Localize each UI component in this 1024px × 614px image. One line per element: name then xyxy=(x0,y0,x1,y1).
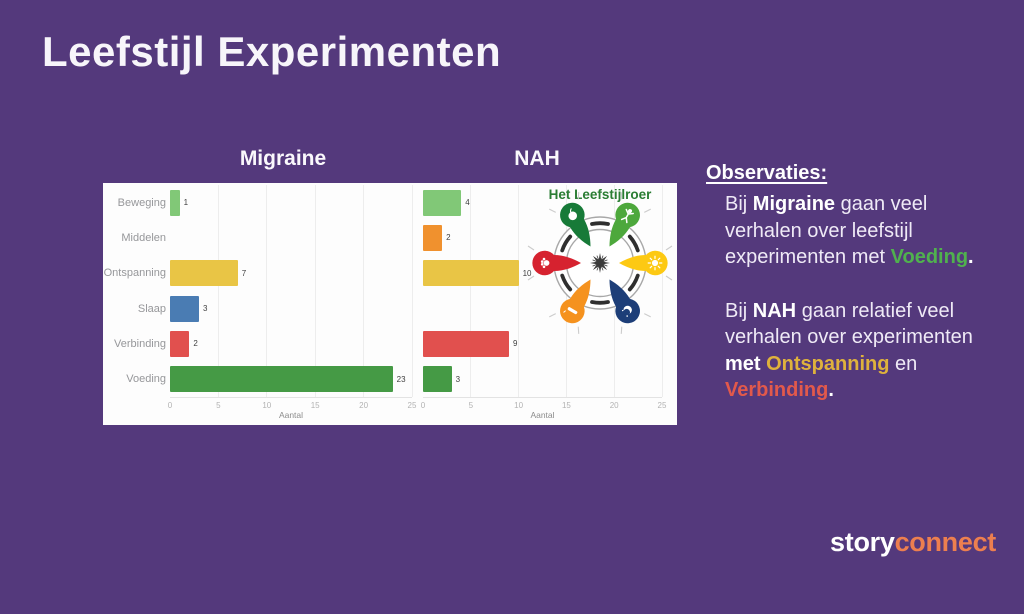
x-tick: 0 xyxy=(167,401,173,410)
spoke-beweging xyxy=(609,192,651,247)
bar-value: 9 xyxy=(513,339,518,349)
bar-row: 2 xyxy=(170,326,412,361)
category-label: Middelen xyxy=(121,231,166,244)
category-label: Beweging xyxy=(117,196,166,209)
bar-ontspanning xyxy=(423,260,519,287)
bar-row: 10 xyxy=(423,256,662,291)
bar-value: 4 xyxy=(465,198,470,208)
exercise-person-icon xyxy=(620,208,634,224)
highlight-verbinding: Verbinding xyxy=(725,379,829,401)
wheel-label-marks xyxy=(560,221,640,305)
x-tick: 5 xyxy=(468,401,474,410)
bar-slaap xyxy=(170,295,200,322)
bar-value: 3 xyxy=(203,304,208,314)
hand-icon xyxy=(540,257,550,269)
bar-value: 2 xyxy=(193,339,198,349)
spoke-verbinding xyxy=(527,245,581,281)
category-label: Verbinding xyxy=(114,337,166,350)
bar-row: 9 xyxy=(423,326,662,361)
spoke-ontspanning xyxy=(619,245,673,281)
bar-row: 1 xyxy=(170,185,412,220)
bar-value: 7 xyxy=(241,268,247,278)
bar-row: 23 xyxy=(170,362,412,397)
observation-nah: Bij NAH gaan relatief veel verhalen over… xyxy=(725,299,973,402)
bar-row xyxy=(170,220,412,255)
leefstijlroer: Het Leefstijlroer xyxy=(511,183,689,335)
bar-row: 7 xyxy=(170,256,412,291)
apple-icon xyxy=(568,208,578,221)
x-tick: 10 xyxy=(514,401,524,410)
bar-rows: 1 7 3 2 23 xyxy=(170,185,412,397)
x-tick: 15 xyxy=(561,401,571,410)
bar-row: 3 xyxy=(423,362,662,397)
x-tick: 25 xyxy=(407,401,417,410)
gridline xyxy=(314,185,316,397)
gridline xyxy=(470,185,472,397)
page-title: Leefstijl Experimenten xyxy=(42,28,502,75)
category-labels: Beweging Middelen Ontspanning Slaap Verbindi… xyxy=(103,185,166,397)
bar-row: 2 xyxy=(423,220,662,255)
x-axis-migraine: 0 5 10 15 20 25 xyxy=(167,397,416,412)
bar-value: 10 xyxy=(522,268,532,278)
chart-title-migraine: Migraine xyxy=(239,147,327,170)
gridline xyxy=(217,185,219,397)
x-tick: 25 xyxy=(657,401,667,410)
charts-panel: Beweging Middelen Ontspanning Slaap Verbindi… xyxy=(103,183,677,425)
bar-voeding xyxy=(170,366,393,393)
observations-heading: Observaties: xyxy=(706,162,828,184)
x-axis-label-migraine: Aantal xyxy=(278,410,304,420)
gridline xyxy=(518,185,520,397)
gridline xyxy=(411,185,413,397)
bar-verbinding xyxy=(423,330,510,357)
bar-rows: 4 2 10 9 3 xyxy=(423,185,662,397)
sun-icon xyxy=(647,255,663,271)
x-tick: 15 xyxy=(310,401,320,410)
bar-beweging xyxy=(423,189,462,216)
gridline xyxy=(661,185,663,397)
observation-migraine: Bij Migraine gaan veel verhalen over lee… xyxy=(725,193,974,268)
plot-area-migraine: 1 7 3 2 23 xyxy=(170,185,413,397)
x-axis-label-nah: Aantal xyxy=(530,410,555,420)
highlight-ontspanning: Ontspanning xyxy=(766,352,890,375)
bar-value: 2 xyxy=(446,233,451,243)
bar-value: 3 xyxy=(455,374,461,384)
compass-star-icon xyxy=(590,253,610,273)
cigarette-icon xyxy=(563,307,578,315)
category-label: Voeding xyxy=(126,373,166,386)
leefstijlroer-wheel xyxy=(527,192,673,334)
gridline xyxy=(266,185,268,397)
bar-value: 1 xyxy=(183,198,189,208)
bar-voeding xyxy=(423,366,452,393)
highlight-voeding: Voeding xyxy=(890,246,969,268)
x-tick: 10 xyxy=(262,401,272,410)
x-tick: 20 xyxy=(609,401,619,410)
spoke-middelen xyxy=(549,279,591,334)
x-axis-nah: 0 5 10 15 20 25 xyxy=(420,397,666,412)
bar-verbinding xyxy=(170,330,190,357)
bar-row: 3 xyxy=(170,291,412,326)
x-tick: 5 xyxy=(216,401,221,410)
observations: Observaties: Bij Migraine gaan veel verh… xyxy=(706,162,1008,404)
gridline xyxy=(363,185,365,397)
bar-value: 23 xyxy=(396,374,406,384)
leefstijlroer-title: Het Leefstijlroer xyxy=(548,187,652,202)
bar-row: 4 xyxy=(423,185,662,220)
chart-title-nah: NAH xyxy=(514,147,560,170)
spoke-slaap xyxy=(609,279,651,334)
x-tick: 0 xyxy=(420,401,426,410)
bar-middelen xyxy=(423,224,443,251)
moon-icon xyxy=(621,305,632,317)
spoke-voeding xyxy=(549,192,591,247)
migraine-bar-chart: Beweging Middelen Ontspanning Slaap Verbindi… xyxy=(103,183,417,425)
category-label: Ontspanning xyxy=(103,267,166,280)
bar-beweging xyxy=(170,189,180,216)
category-label: Slaap xyxy=(137,302,166,315)
x-tick: 20 xyxy=(359,401,369,410)
storyconnect-logo: storyconnect xyxy=(830,527,996,557)
bar-ontspanning xyxy=(170,260,238,287)
